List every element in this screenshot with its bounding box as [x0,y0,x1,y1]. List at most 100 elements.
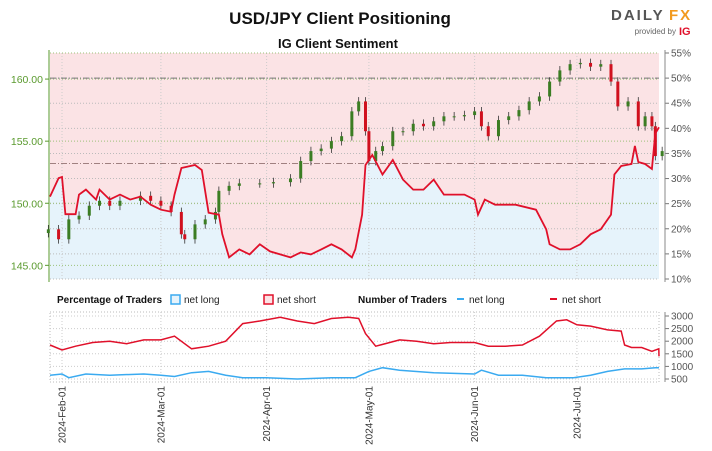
date-tick-label: 2024-Mar-01 [156,386,167,444]
candle-down [636,101,640,127]
net-long-count-line [49,366,659,380]
candle-up [46,229,50,234]
legend-pct-title: Percentage of Traders [57,295,162,306]
candle-up [87,205,91,216]
candle-up [340,136,344,142]
candle-up [507,116,511,121]
candle-up [548,81,552,97]
candle-up [660,151,664,157]
candle-down [183,234,187,240]
legend-net-short-swatch [263,294,274,305]
date-tick-label: 2024-Feb-01 [58,386,69,444]
legend-num-title: Number of Traders [358,295,447,306]
candle-down [421,123,425,127]
legend-pct-short: net short [277,295,316,306]
candle-up [227,185,231,191]
legend-num-long: net long [469,295,505,306]
candle-up [213,211,217,220]
candle-up [357,101,361,112]
candle-down [363,101,367,132]
chart-subtitle: IG Client Sentiment [278,36,399,51]
candle-up [350,111,354,137]
candle-down [179,211,183,235]
candle-up [329,141,333,149]
price-tick-label: 150.00 [11,198,43,210]
logo-fx: FX [669,7,692,24]
candle-up [193,224,197,240]
logo-daily: DAILY [611,7,665,24]
candle-down [650,116,654,127]
candle-up [496,120,500,137]
date-tick-label: 2024-Jul-01 [572,386,583,439]
candle-up [374,151,378,162]
candle-up [432,121,436,127]
dailyfx-logo: DAILY FX provided by IG [611,7,692,38]
logo-ig: IG [679,26,691,38]
count-tick-label: 2500 [671,324,694,335]
count-tick-label: 1000 [671,362,694,373]
price-tick-label: 155.00 [11,136,43,148]
candle-up [442,116,446,122]
candle-up [77,215,81,220]
pct-tick-label: 15% [671,249,691,260]
candle-up [217,190,221,212]
date-tick-label: 2024-May-01 [364,386,375,445]
candle-down [57,229,61,240]
candle-up [118,200,122,206]
candle-up [381,146,385,152]
candle-up [401,131,405,133]
candle-up [237,183,241,186]
candle-up [452,116,456,118]
pct-tick-label: 50% [671,74,691,85]
pct-tick-label: 45% [671,99,691,110]
candle-up [391,131,395,147]
candle-up [299,161,303,179]
candle-up [643,116,647,127]
net-short-count-line [49,316,660,357]
candle-up [599,64,603,67]
price-tick-label: 160.00 [11,74,43,86]
candle-down [609,64,613,82]
candle-up [288,178,292,183]
candle-up [411,123,415,132]
candle-up [138,195,142,201]
candle-up [98,200,102,206]
candle-down [367,131,371,162]
chart-title: USD/JPY Client Positioning [229,9,451,28]
net-long-area [50,127,659,279]
candle-down [149,195,153,201]
pct-tick-label: 30% [671,174,691,185]
candle-down [479,111,483,127]
pct-tick-label: 20% [671,224,691,235]
candle-down [589,62,593,67]
net-long-percentage-line [49,126,660,259]
pct-tick-label: 40% [671,124,691,135]
candle-up [578,62,582,65]
candle-up [319,148,323,152]
price-tick-label: 145.00 [11,260,43,272]
candle-down [486,126,490,137]
candle-down [108,200,112,206]
logo-provided-by: provided by [635,27,676,36]
pct-tick-label: 25% [671,199,691,210]
count-tick-label: 3000 [671,312,694,323]
pct-tick-label: 55% [671,49,691,60]
lower-plot-frame [49,311,660,383]
legend-num-short: net short [562,295,601,306]
candle-up [626,101,630,107]
pct-tick-label: 35% [671,149,691,160]
candle-up [309,151,313,162]
candle-up [462,115,466,117]
candle-up [568,64,572,71]
date-tick-label: 2024-Apr-01 [262,386,273,442]
count-tick-label: 1500 [671,349,694,360]
date-tick-label: 2024-Jun-01 [470,386,481,443]
legend-pct-long: net long [184,295,220,306]
candle-up [473,111,477,116]
pct-tick-label: 10% [671,275,691,286]
candle-up [558,70,562,82]
count-tick-label: 2000 [671,337,694,348]
legend-net-long-swatch [170,294,181,305]
